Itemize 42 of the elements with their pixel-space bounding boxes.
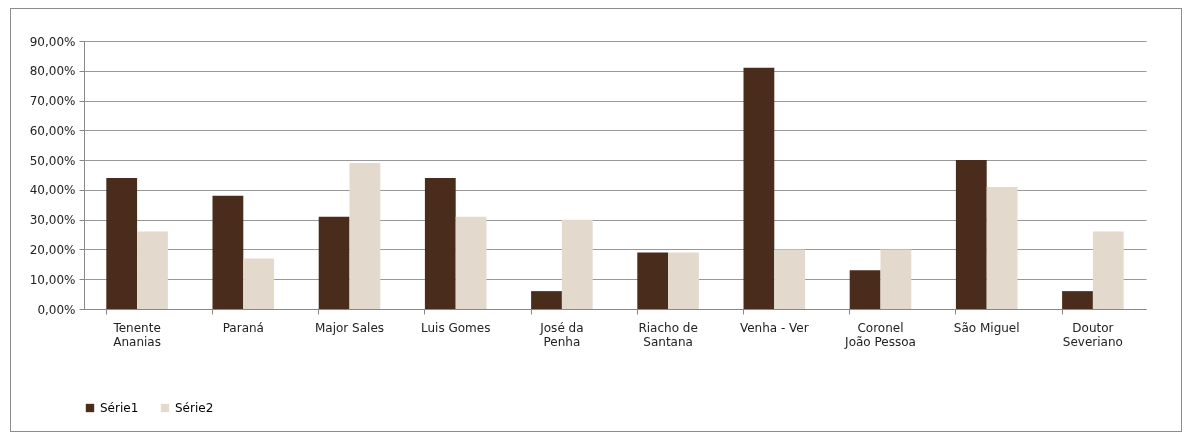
x-tick-label: Coronel João Pessoa: [844, 320, 916, 349]
bar: [774, 249, 806, 309]
x-tick-label: Tenente Ananias: [112, 320, 161, 349]
bar: [455, 216, 487, 309]
legend-label: Série1: [100, 401, 139, 415]
x-tick-label: Luis Gomes: [420, 320, 491, 335]
bar: [531, 291, 562, 309]
y-tick-label: 80,00%: [29, 64, 76, 79]
bar: [561, 219, 593, 309]
bar: [743, 67, 775, 309]
bar: [637, 252, 669, 309]
x-tick-label: Paraná: [222, 320, 264, 335]
bar: [424, 177, 456, 309]
y-tick-label: 90,00%: [29, 34, 76, 49]
bar: [1062, 291, 1093, 309]
bar: [986, 186, 1018, 309]
y-tick-label: 20,00%: [29, 242, 76, 257]
legend-label: Série2: [175, 401, 214, 415]
y-tick-label: 0,00%: [37, 302, 76, 317]
x-tick-label: José da Penha: [539, 320, 584, 349]
x-tick-label: Major Sales: [314, 320, 385, 335]
bar: [243, 258, 275, 309]
y-tick-label: 70,00%: [29, 94, 76, 109]
x-tick-label: Doutor Severiano: [1062, 320, 1123, 349]
y-tick-label: 60,00%: [29, 123, 76, 138]
bar: [880, 249, 912, 309]
x-tick-label: Riacho de Santana: [638, 320, 698, 349]
bar: [349, 163, 381, 309]
y-tick-label: 30,00%: [29, 213, 76, 228]
y-tick-label: 50,00%: [29, 153, 76, 168]
bar: [137, 231, 168, 309]
x-tick-label: São Miguel: [953, 320, 1020, 335]
bar: [849, 270, 881, 309]
y-tick-label: 40,00%: [29, 183, 76, 198]
bar: [318, 216, 350, 309]
bar: [668, 252, 699, 309]
x-tick-label: Venha - Ver: [739, 320, 809, 335]
bar: [106, 177, 138, 309]
bar: [1092, 231, 1124, 309]
y-tick-label: 10,00%: [29, 272, 76, 287]
bar: [212, 195, 244, 309]
bar: [955, 160, 987, 309]
